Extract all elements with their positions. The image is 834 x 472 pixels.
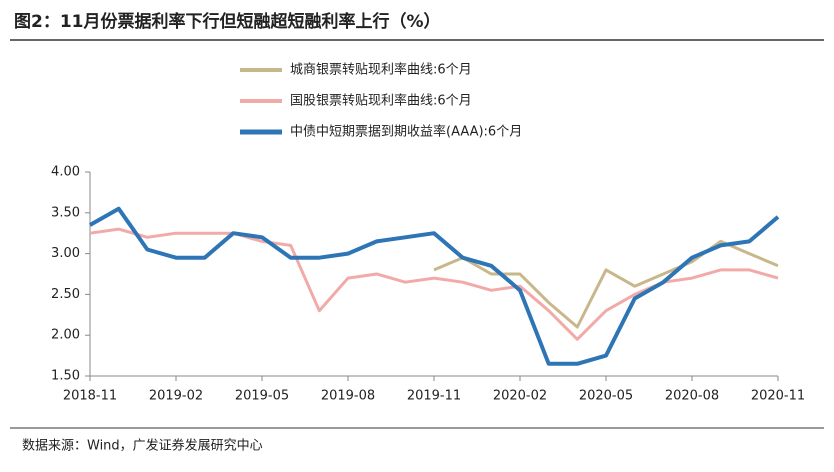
x-tick-label: 2019-02: [149, 389, 203, 404]
y-tick-label: 1.50: [51, 369, 80, 384]
x-tick-label: 2019-08: [321, 389, 375, 404]
x-tick-label: 2019-11: [407, 389, 461, 404]
legend-label: 国股银票转贴现利率曲线:6个月: [290, 93, 472, 109]
x-tick-label: 2020-02: [493, 389, 547, 404]
y-tick-label: 2.50: [51, 287, 80, 302]
series-line: [89, 227, 779, 341]
y-tick-label: 3.00: [51, 246, 80, 261]
source-note: 数据来源：Wind，广发证券发展研究中心: [22, 438, 263, 454]
x-tick-label: 2020-08: [665, 389, 719, 404]
x-tick-label: 2019-05: [235, 389, 289, 404]
y-tick-label: 2.00: [51, 328, 80, 343]
y-tick-label: 4.00: [51, 165, 80, 180]
x-tick-label: 2018-11: [63, 389, 117, 404]
y-tick-label: 3.50: [51, 205, 80, 220]
legend-label: 中债中短期票据到期收益率(AAA):6个月: [290, 124, 522, 140]
x-tick-label: 2020-05: [579, 389, 633, 404]
x-tick-label: 2020-11: [751, 389, 805, 404]
series-line: [433, 239, 779, 329]
legend-label: 城商银票转贴现利率曲线:6个月: [290, 62, 472, 78]
series-line: [89, 206, 780, 366]
chart-title: 图2：11月份票据利率下行但短融超短融利率上行（%）: [14, 11, 441, 32]
